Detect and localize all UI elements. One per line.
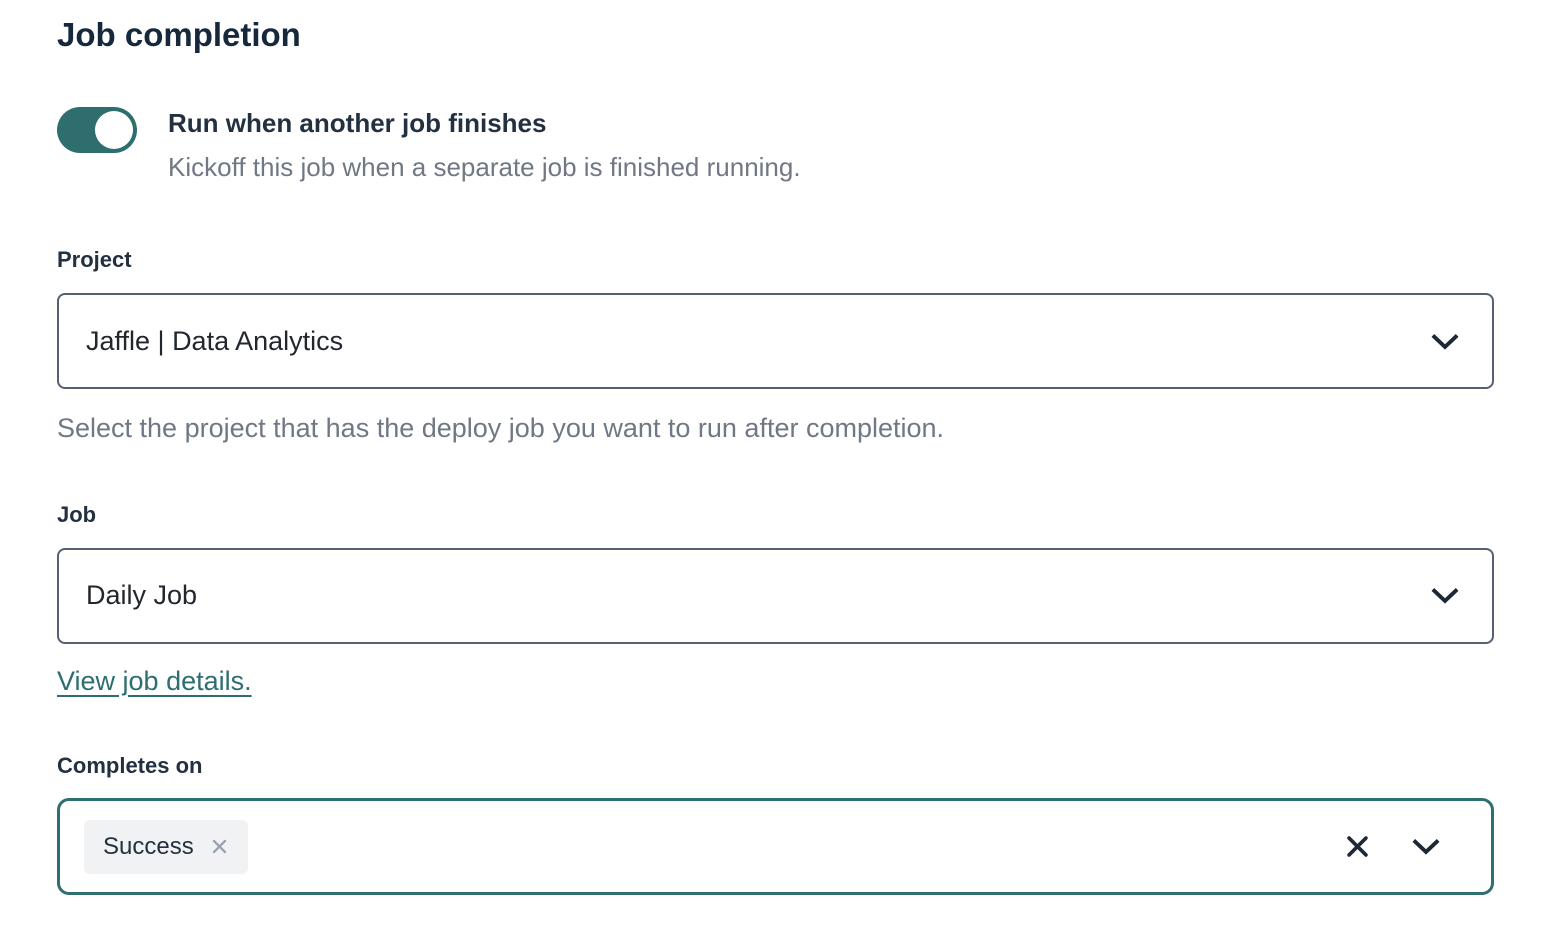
view-job-details-link[interactable]: View job details.: [57, 665, 252, 696]
job-field-group: Job Daily Job View job details.: [57, 501, 1494, 699]
chevron-down-icon[interactable]: [1411, 838, 1441, 856]
run-when-job-finishes-setting: Run when another job finishes Kickoff th…: [57, 106, 1494, 185]
project-select[interactable]: Jaffle | Data Analytics: [57, 293, 1494, 390]
run-when-job-finishes-toggle[interactable]: [57, 106, 137, 153]
chevron-down-icon: [1430, 587, 1460, 604]
project-label: Project: [57, 247, 132, 273]
project-helper-text: Select the project that has the deploy j…: [57, 413, 945, 444]
clear-selection-icon[interactable]: [1344, 833, 1371, 860]
selected-tag-success: Success: [84, 819, 248, 874]
job-select[interactable]: Daily Job: [57, 547, 1494, 644]
completes-on-field-group: Completes on Success: [57, 752, 1494, 896]
completes-on-label: Completes on: [57, 752, 203, 778]
page-title: Job completion: [57, 16, 301, 53]
toggle-knob: [95, 110, 133, 149]
completes-on-multiselect[interactable]: Success: [57, 798, 1494, 896]
chevron-down-icon: [1430, 333, 1460, 350]
project-field-group: Project Jaffle | Data Analytics Select t…: [57, 246, 1494, 446]
job-select-value: Daily Job: [86, 580, 198, 611]
tag-label: Success: [103, 832, 194, 860]
toggle-label: Run when another job finishes: [168, 107, 547, 138]
job-label: Job: [57, 502, 97, 528]
tag-remove-icon[interactable]: [210, 837, 229, 856]
toggle-text-block: Run when another job finishes Kickoff th…: [168, 107, 801, 185]
project-select-value: Jaffle | Data Analytics: [86, 325, 344, 356]
toggle-description: Kickoff this job when a separate job is …: [168, 151, 801, 182]
